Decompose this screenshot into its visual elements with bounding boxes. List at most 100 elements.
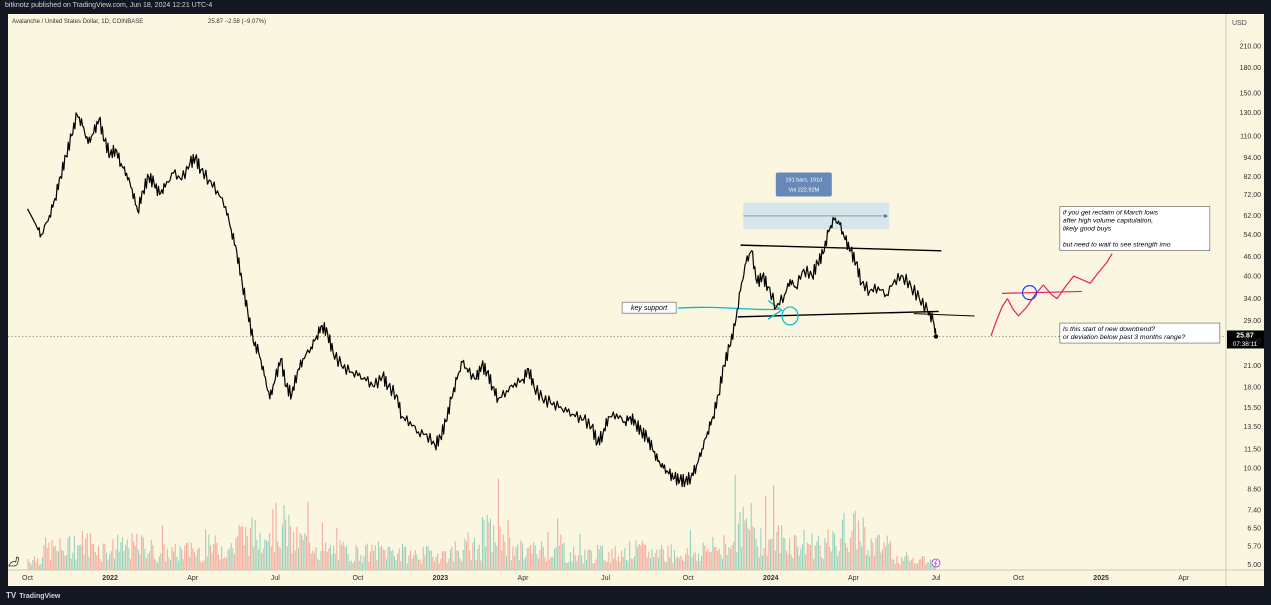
price-series [26,112,939,488]
chart-text: USD 210.00 180.00 150.00 130.00 110.00 94.00 82… [12,19,1261,582]
volume-bar [865,555,867,570]
price-chart[interactable]: USD 210.00 180.00 150.00 130.00 110.00 94.00 82… [8,14,1264,586]
price-tick-label: 82.00 [1243,174,1261,181]
volume-bar [65,555,67,570]
price-tick-label: 180.00 [1240,65,1262,72]
volume-bar [329,544,331,570]
volume-bar [408,555,410,570]
volume-bar [59,538,61,570]
volume-bar [680,555,682,570]
volume-bar [230,542,232,570]
volume-bar [99,559,101,570]
volume-bar [373,551,375,570]
volume-bar [83,554,85,570]
volume-bar [70,558,72,570]
volume-bar [926,562,928,570]
volume-bar [721,558,723,570]
volume-bar [837,556,839,570]
volume-bar [755,539,757,570]
tradingview-logo[interactable]: TV TradingView [6,591,60,600]
volume-bar [472,542,474,570]
volume-bar [141,535,143,570]
volume-bar [94,552,96,570]
volume-bar [649,557,651,570]
volume-bar [792,558,794,570]
volume-bar [213,544,215,570]
measure-label-box [775,172,832,197]
volume-bar [219,559,221,570]
axes [8,14,1264,586]
volume-bar [486,514,488,570]
volume-bar [661,544,663,570]
volume-bar [611,548,613,570]
time-tick-label: Jul [271,575,280,582]
volume-bar [629,540,631,570]
volume-bar [505,556,507,570]
volume-bar [905,552,907,570]
volume-bar [446,563,448,570]
volume-bar [787,554,789,570]
volume-bar [57,551,59,570]
volume-bar [461,561,463,570]
volume-bar [118,551,120,570]
volume-bar [665,562,667,570]
price-tick-label: 46.00 [1243,254,1261,261]
volume-bar [664,560,666,570]
volume-bar [480,560,482,570]
volume-bar [849,537,851,570]
volume-bar [405,546,407,570]
volume-bar [389,546,391,570]
volume-bar [817,535,819,570]
volume-bar [424,555,426,570]
volume-bar [569,552,571,570]
time-tick-label: Jul [601,575,610,582]
volume-bar [336,527,338,570]
note-downtrend-line: Is this start of new downtrend? [1063,326,1155,333]
volume-bar [157,562,159,570]
volume-bar [640,545,642,570]
volume-bar [437,553,439,570]
volume-bar [161,525,163,570]
time-tick-label: 2024 [763,575,779,582]
volume-bar [675,557,677,570]
volume-bar [445,551,447,570]
volume-bar [513,555,515,570]
volume-bar [357,547,359,570]
volume-bar [440,558,442,570]
volume-bar [776,531,778,570]
volume-bar [369,551,371,570]
volume-bar [571,561,573,570]
volume-bar [653,557,655,570]
volume-bar [643,543,645,570]
volume-bar [851,531,853,570]
chart-area[interactable]: USD 210.00 180.00 150.00 130.00 110.00 94.00 82… [8,14,1264,586]
volume-bar [334,553,336,570]
volume-bar [361,563,363,570]
volume-bar [179,545,181,570]
volume-bar [827,529,829,570]
volume-bar [350,560,352,570]
volume-bar [101,561,103,570]
price-tick-label: 5.70 [1247,544,1261,551]
volume-bar [93,544,95,570]
volume-bar [688,555,690,570]
volume-bar [638,544,640,570]
volume-bar [928,562,930,570]
volume-bar [555,547,557,570]
volume-bar [352,563,354,570]
volume-bar [395,560,397,570]
volume-bar [736,551,738,570]
volume-bar [624,548,626,570]
publisher-bar: bitknotz published on TradingView.com, J… [0,0,1271,14]
volume-bar [789,538,791,570]
volume-bar [489,518,491,570]
volume-bar [705,551,707,570]
time-tick-label: Oct [352,575,363,582]
volume-bar [85,538,87,570]
volume-bar [288,514,290,570]
volume-bar [208,534,210,570]
price-tick-label: 130.00 [1240,110,1262,117]
tradingview-logo-text: TradingView [19,593,61,600]
price-tick-label: 94.00 [1243,155,1261,162]
chart-quote: 25.87 −2.58 (−9.07%) [208,19,266,25]
